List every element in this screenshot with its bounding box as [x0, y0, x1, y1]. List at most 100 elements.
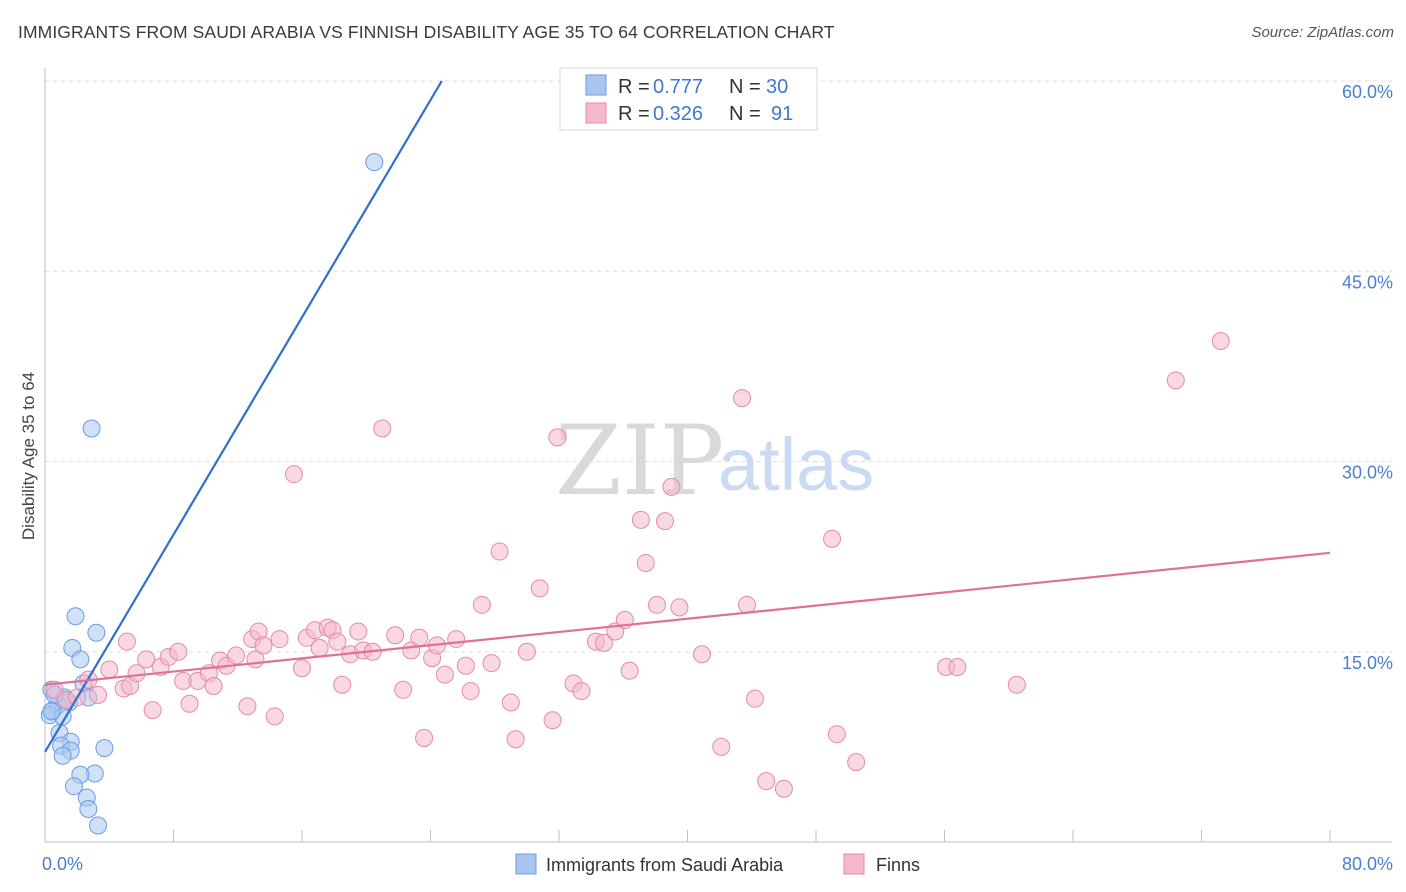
finns-point-43 — [373, 419, 392, 438]
finns-point-34 — [310, 638, 329, 657]
finns-point-23 — [238, 697, 257, 716]
y-axis-label: Disability Age 35 to 64 — [19, 372, 38, 540]
finns-point-67 — [594, 633, 613, 652]
saudi-point-26 — [89, 816, 108, 835]
finns-point-29 — [270, 630, 289, 649]
series-label-saudi: Immigrants from Saudi Arabia — [546, 855, 784, 875]
finns-point-58 — [501, 693, 520, 712]
chart-title: IMMIGRANTS FROM SAUDI ARABIA VS FINNISH … — [18, 22, 835, 42]
finns-point-78 — [712, 737, 731, 756]
finns-point-61 — [530, 579, 549, 598]
finns-point-4 — [89, 685, 108, 704]
legend-swatch-pink — [585, 102, 607, 124]
legend-r-label-blue: R = — [618, 76, 650, 98]
finns-point-56 — [482, 654, 501, 673]
finns-point-77 — [692, 645, 711, 664]
saudi-point-3 — [87, 623, 106, 642]
source-credit: Source: ZipAtlas.com — [1251, 24, 1394, 41]
finns-point-16 — [180, 694, 199, 713]
finns-point-79 — [733, 389, 752, 408]
finns-point-7 — [117, 632, 136, 651]
finns-point-14 — [169, 642, 188, 661]
saudi-point-1 — [82, 419, 101, 438]
saudi-point-25 — [79, 800, 98, 819]
finns-point-74 — [656, 512, 675, 531]
y-tick-label-45: 45.0% — [1342, 272, 1393, 292]
finns-point-27 — [254, 636, 273, 655]
finns-point-31 — [293, 659, 311, 678]
finns-point-88 — [948, 657, 967, 676]
finns-point-53 — [456, 656, 475, 675]
finns-point-80 — [737, 595, 756, 614]
finns-point-70 — [620, 661, 639, 680]
finns-point-62 — [543, 711, 562, 730]
saudi-point-20 — [53, 746, 72, 765]
saudi-point-5 — [71, 650, 90, 669]
x-tick-label-0: 0.0% — [42, 854, 83, 874]
y-tick-label-15: 15.0% — [1342, 653, 1393, 673]
finns-point-72 — [636, 553, 655, 572]
finns-point-37 — [328, 632, 347, 651]
finns-point-28 — [265, 707, 284, 726]
saudi-point-2 — [66, 607, 85, 626]
x-tick-label-80: 80.0% — [1342, 854, 1393, 874]
finns-point-84 — [827, 725, 846, 744]
finns-point-30 — [284, 465, 303, 484]
finns-point-81 — [745, 689, 764, 708]
series-swatch-saudi — [515, 853, 537, 875]
finns-point-45 — [394, 680, 413, 699]
legend-r-value-pink: 0.326 — [653, 103, 703, 125]
finns-point-57 — [490, 542, 509, 561]
trendlines — [44, 80, 1331, 753]
finns-point-48 — [415, 728, 434, 747]
finns-point-59 — [506, 730, 525, 749]
legend-swatch-blue — [585, 74, 607, 96]
saudi-point-27 — [42, 702, 61, 721]
finns-point-90 — [1166, 371, 1185, 390]
finns-point-83 — [774, 779, 793, 798]
finns-point-86 — [847, 753, 866, 772]
finns-point-5 — [100, 660, 119, 679]
finns-point-40 — [349, 622, 368, 641]
legend-n-label-blue: N = — [729, 76, 761, 98]
saudi-point-18 — [95, 739, 114, 758]
finns-point-85 — [823, 529, 842, 548]
finns-point-11 — [143, 701, 162, 720]
finns-point-52 — [447, 630, 466, 649]
x-tick-labels: 0.0% 80.0% — [42, 854, 1393, 874]
finns-point-51 — [435, 665, 454, 684]
finns-point-75 — [662, 477, 681, 496]
trendline-saudi — [44, 80, 443, 753]
finns-point-89 — [1007, 675, 1026, 694]
finns-point-55 — [472, 595, 491, 614]
watermark-atlas: atlas — [718, 423, 874, 506]
finns-point-22 — [227, 646, 246, 665]
stats-legend: R = 0.777 N = 30 R = 0.326 N = 91 — [559, 67, 818, 131]
watermark-zip: ZIP — [555, 405, 724, 517]
finns-point-71 — [631, 510, 650, 529]
finns-point-54 — [461, 682, 480, 701]
legend-n-label-pink: N = — [729, 103, 761, 125]
series-swatch-finns — [843, 853, 865, 875]
finns-point-9 — [127, 664, 146, 683]
y-tick-label-30: 30.0% — [1342, 463, 1393, 483]
finns-point-76 — [670, 598, 689, 617]
finns-point-91 — [1211, 332, 1230, 351]
legend-n-value-blue: 30 — [766, 76, 788, 98]
legend-r-label-pink: R = — [618, 103, 650, 125]
finns-point-0 — [45, 680, 64, 699]
saudi-point-23 — [64, 777, 83, 796]
finns-point-82 — [757, 772, 776, 791]
trendline-finns — [44, 551, 1331, 686]
y-tick-label-60: 60.0% — [1342, 82, 1393, 102]
legend-r-value-blue: 0.777 — [653, 76, 703, 98]
y-tick-labels: 15.0% 30.0% 45.0% 60.0% — [1342, 82, 1393, 673]
finns-point-38 — [333, 675, 352, 694]
series-legend: Immigrants from Saudi Arabia Finns — [515, 853, 920, 875]
finns-point-44 — [386, 626, 405, 645]
series-label-finns: Finns — [876, 855, 920, 875]
finns-point-63 — [548, 428, 567, 447]
legend-n-value-pink: 91 — [771, 103, 793, 125]
finns-point-65 — [572, 682, 591, 701]
